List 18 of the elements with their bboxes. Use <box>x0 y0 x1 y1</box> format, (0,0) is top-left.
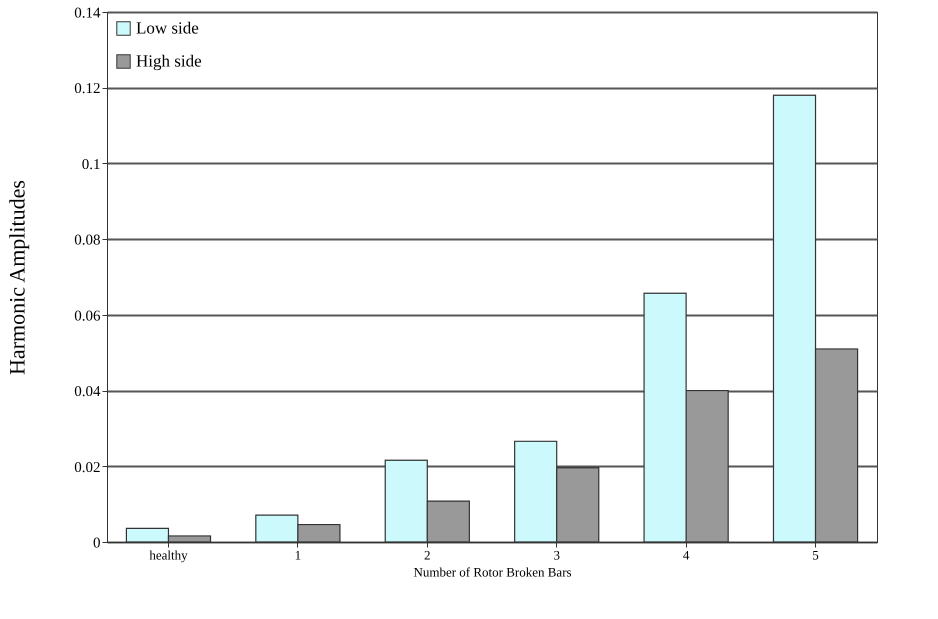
x-tick-label: 1 <box>294 548 302 562</box>
legend-label: Low side <box>136 18 199 38</box>
x-tick-label: 5 <box>812 548 819 562</box>
y-tick-label: 0.02 <box>74 460 100 476</box>
y-tick-label: 0.08 <box>74 232 100 249</box>
x-axis-title: Number of Rotor Broken Bars <box>413 564 572 580</box>
y-tick-label: 0.14 <box>74 6 101 22</box>
y-tick-label: 0.06 <box>74 308 101 324</box>
y-tick-label: 0.04 <box>74 384 101 400</box>
x-tick-label: 3 <box>553 548 560 562</box>
y-axis-title: Harmonic Amplitudes <box>4 180 30 375</box>
x-tick-label: 2 <box>424 548 431 562</box>
x-tick-label: healthy <box>149 548 188 562</box>
y-tick-label: 0.1 <box>82 156 100 173</box>
x-tick-label: 4 <box>682 548 690 562</box>
legend-label: High side <box>136 52 202 70</box>
y-tick-label: 0.12 <box>74 81 100 98</box>
y-tick-label: 0 <box>93 536 100 552</box>
